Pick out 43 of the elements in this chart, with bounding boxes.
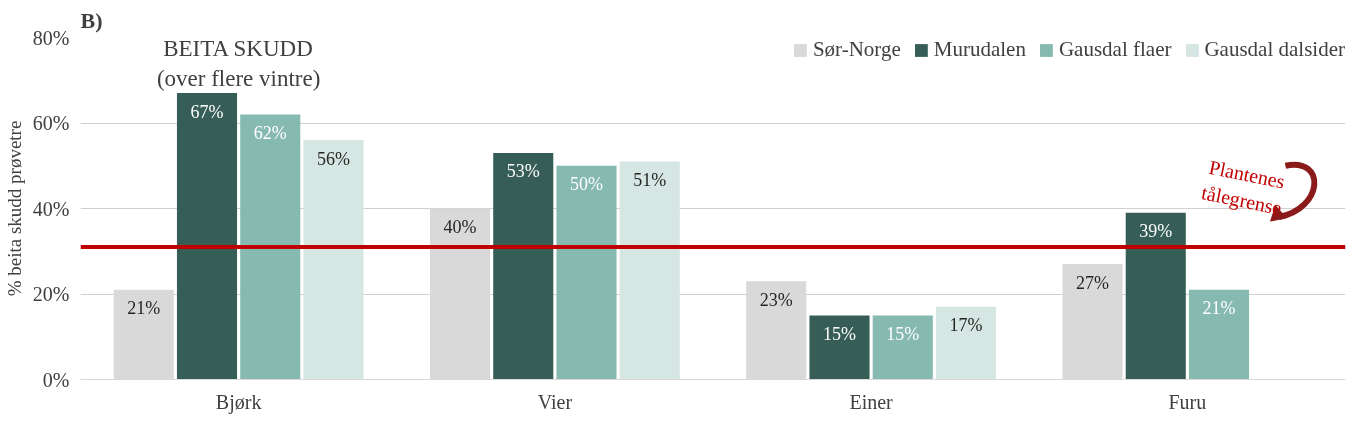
data-label: 17%	[949, 315, 983, 336]
legend-label: Murudalen	[933, 37, 1026, 62]
bar	[240, 114, 301, 380]
bar	[176, 93, 238, 380]
bar	[303, 140, 364, 380]
data-label: 15%	[823, 323, 856, 344]
data-label: 51%	[633, 170, 667, 191]
legend-label: Sør-Norge	[812, 37, 901, 62]
bar	[1188, 289, 1250, 380]
y-tick-label: 0%	[42, 368, 70, 391]
data-label: 53%	[506, 161, 540, 182]
annotation: BEITA SKUDD (over flere vintre)	[156, 35, 321, 91]
y-axis-title: % beita skudd prøvetre	[3, 120, 25, 297]
data-label: 15%	[886, 323, 920, 344]
bar	[935, 306, 997, 380]
x-tick-label: Furu	[1168, 390, 1207, 413]
bar	[493, 152, 554, 380]
data-label: 56%	[317, 148, 350, 169]
bar	[619, 161, 680, 380]
y-tick-label: 20%	[32, 283, 70, 305]
y-tick-label: 80%	[32, 26, 70, 49]
x-tick-label: Vier	[537, 390, 573, 413]
data-label: 50%	[570, 174, 603, 195]
y-tick-label: 60%	[32, 112, 70, 134]
bar	[1125, 212, 1186, 380]
bar	[809, 315, 870, 380]
legend-label: Gausdal flaer	[1058, 37, 1172, 62]
data-label: 40%	[443, 217, 477, 238]
ref-line-label: Plantenes tålegrense	[1199, 155, 1287, 220]
data-label: 21%	[127, 298, 161, 319]
data-label: 21%	[1202, 298, 1236, 319]
data-label: 62%	[253, 123, 287, 143]
bar	[556, 165, 617, 380]
data-label: 39%	[1139, 221, 1173, 242]
x-tick-label: Bjørk	[215, 390, 262, 414]
data-label: 23%	[759, 289, 793, 310]
y-tick-label: 40%	[32, 197, 70, 220]
bar	[872, 315, 933, 380]
data-label: 67%	[190, 101, 224, 122]
x-tick-label: Einer	[849, 390, 894, 413]
data-label: 27%	[1076, 272, 1109, 293]
legend-label: Gausdal dalsider	[1204, 37, 1345, 62]
chart-title: B)	[80, 7, 103, 33]
